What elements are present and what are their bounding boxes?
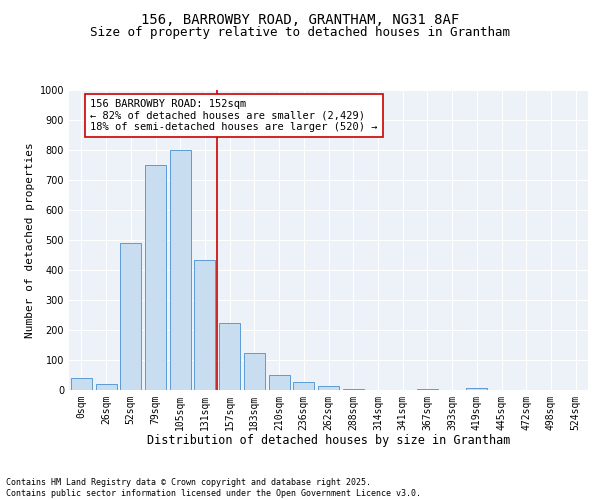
Bar	[95, 384, 116, 390]
Bar	[71, 378, 92, 390]
Bar	[343, 388, 364, 390]
Bar	[170, 150, 191, 390]
Bar	[293, 382, 314, 390]
Bar	[219, 322, 240, 390]
Bar	[244, 352, 265, 390]
Bar	[417, 388, 438, 390]
Bar	[145, 165, 166, 390]
Bar	[466, 388, 487, 390]
Bar	[269, 375, 290, 390]
Text: Size of property relative to detached houses in Grantham: Size of property relative to detached ho…	[90, 26, 510, 39]
Bar	[318, 386, 339, 390]
Bar	[194, 260, 215, 390]
Bar	[120, 243, 141, 390]
Text: 156 BARROWBY ROAD: 152sqm
← 82% of detached houses are smaller (2,429)
18% of se: 156 BARROWBY ROAD: 152sqm ← 82% of detac…	[90, 99, 377, 132]
Text: Contains HM Land Registry data © Crown copyright and database right 2025.
Contai: Contains HM Land Registry data © Crown c…	[6, 478, 421, 498]
Text: 156, BARROWBY ROAD, GRANTHAM, NG31 8AF: 156, BARROWBY ROAD, GRANTHAM, NG31 8AF	[141, 12, 459, 26]
Y-axis label: Number of detached properties: Number of detached properties	[25, 142, 35, 338]
X-axis label: Distribution of detached houses by size in Grantham: Distribution of detached houses by size …	[147, 434, 510, 448]
